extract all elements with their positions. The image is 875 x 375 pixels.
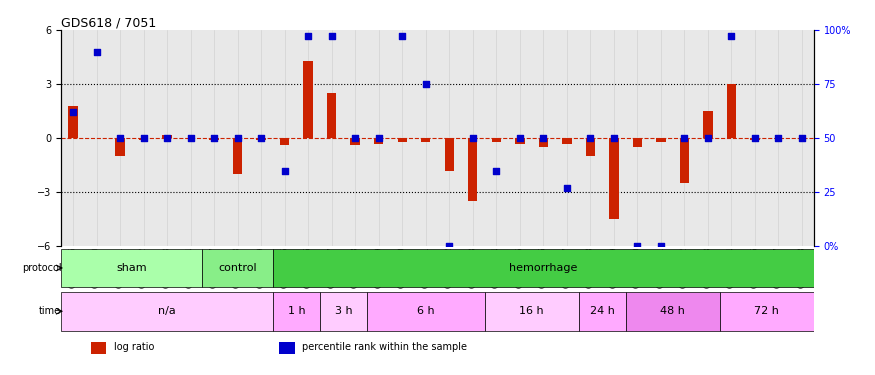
Bar bbox=[421, 138, 430, 142]
Bar bbox=[727, 84, 736, 138]
Point bbox=[701, 135, 715, 141]
Bar bbox=[609, 138, 619, 219]
Point bbox=[184, 135, 198, 141]
FancyBboxPatch shape bbox=[61, 292, 273, 331]
Point bbox=[348, 135, 362, 141]
Bar bbox=[68, 106, 78, 138]
Bar bbox=[327, 93, 336, 138]
Bar bbox=[680, 138, 690, 183]
Bar bbox=[397, 138, 407, 142]
Bar bbox=[209, 138, 219, 140]
Point bbox=[160, 135, 174, 141]
Point bbox=[607, 135, 621, 141]
Bar bbox=[585, 138, 595, 156]
Point bbox=[584, 135, 598, 141]
Point bbox=[442, 243, 456, 249]
Text: hemorrhage: hemorrhage bbox=[509, 263, 578, 273]
Point bbox=[630, 243, 644, 249]
Bar bbox=[304, 61, 313, 138]
Point bbox=[207, 135, 221, 141]
FancyBboxPatch shape bbox=[626, 292, 720, 331]
Text: log ratio: log ratio bbox=[114, 342, 154, 352]
FancyBboxPatch shape bbox=[61, 249, 202, 288]
Bar bbox=[492, 138, 501, 142]
Text: control: control bbox=[218, 263, 257, 273]
Text: 6 h: 6 h bbox=[416, 306, 435, 316]
Bar bbox=[374, 138, 383, 144]
Bar bbox=[539, 138, 548, 147]
Point bbox=[489, 168, 503, 174]
Bar bbox=[562, 138, 571, 144]
Point bbox=[748, 135, 762, 141]
Point bbox=[513, 135, 527, 141]
Text: n/a: n/a bbox=[158, 306, 176, 316]
Point bbox=[136, 135, 150, 141]
Text: percentile rank within the sample: percentile rank within the sample bbox=[302, 342, 467, 352]
Bar bbox=[515, 138, 524, 144]
Bar bbox=[351, 138, 360, 146]
Bar bbox=[468, 138, 478, 201]
Text: protocol: protocol bbox=[22, 263, 61, 273]
Bar bbox=[704, 111, 712, 138]
Text: 1 h: 1 h bbox=[288, 306, 305, 316]
Point bbox=[396, 33, 410, 39]
Point bbox=[724, 33, 738, 39]
Bar bbox=[163, 135, 172, 138]
Bar bbox=[750, 138, 760, 140]
Bar bbox=[279, 342, 295, 354]
Point bbox=[66, 109, 80, 115]
Point bbox=[654, 243, 668, 249]
FancyBboxPatch shape bbox=[273, 292, 320, 331]
Text: time: time bbox=[39, 306, 61, 316]
Point bbox=[372, 135, 386, 141]
Text: 3 h: 3 h bbox=[334, 306, 353, 316]
Point bbox=[466, 135, 480, 141]
Point bbox=[772, 135, 786, 141]
FancyBboxPatch shape bbox=[367, 292, 485, 331]
Point bbox=[677, 135, 691, 141]
FancyBboxPatch shape bbox=[485, 292, 578, 331]
FancyBboxPatch shape bbox=[202, 249, 273, 288]
Bar bbox=[633, 138, 642, 147]
FancyBboxPatch shape bbox=[578, 292, 626, 331]
Point bbox=[89, 49, 103, 55]
Point bbox=[560, 185, 574, 191]
FancyBboxPatch shape bbox=[320, 292, 367, 331]
Bar bbox=[91, 342, 107, 354]
Bar bbox=[233, 138, 242, 174]
Text: 72 h: 72 h bbox=[754, 306, 779, 316]
Text: GDS618 / 7051: GDS618 / 7051 bbox=[61, 17, 157, 30]
Point bbox=[231, 135, 245, 141]
Text: 16 h: 16 h bbox=[519, 306, 544, 316]
Point bbox=[536, 135, 550, 141]
FancyBboxPatch shape bbox=[273, 249, 814, 288]
Bar bbox=[280, 138, 290, 146]
FancyBboxPatch shape bbox=[720, 292, 814, 331]
Text: 24 h: 24 h bbox=[590, 306, 614, 316]
Bar bbox=[139, 138, 148, 140]
Point bbox=[795, 135, 809, 141]
Point bbox=[277, 168, 291, 174]
Bar bbox=[656, 138, 666, 142]
Point bbox=[419, 81, 433, 87]
Point bbox=[254, 135, 268, 141]
Text: sham: sham bbox=[116, 263, 147, 273]
Bar bbox=[116, 138, 125, 156]
Point bbox=[113, 135, 127, 141]
Point bbox=[301, 33, 315, 39]
Text: 48 h: 48 h bbox=[661, 306, 685, 316]
Point bbox=[325, 33, 339, 39]
Bar bbox=[256, 138, 266, 140]
Bar bbox=[444, 138, 454, 171]
